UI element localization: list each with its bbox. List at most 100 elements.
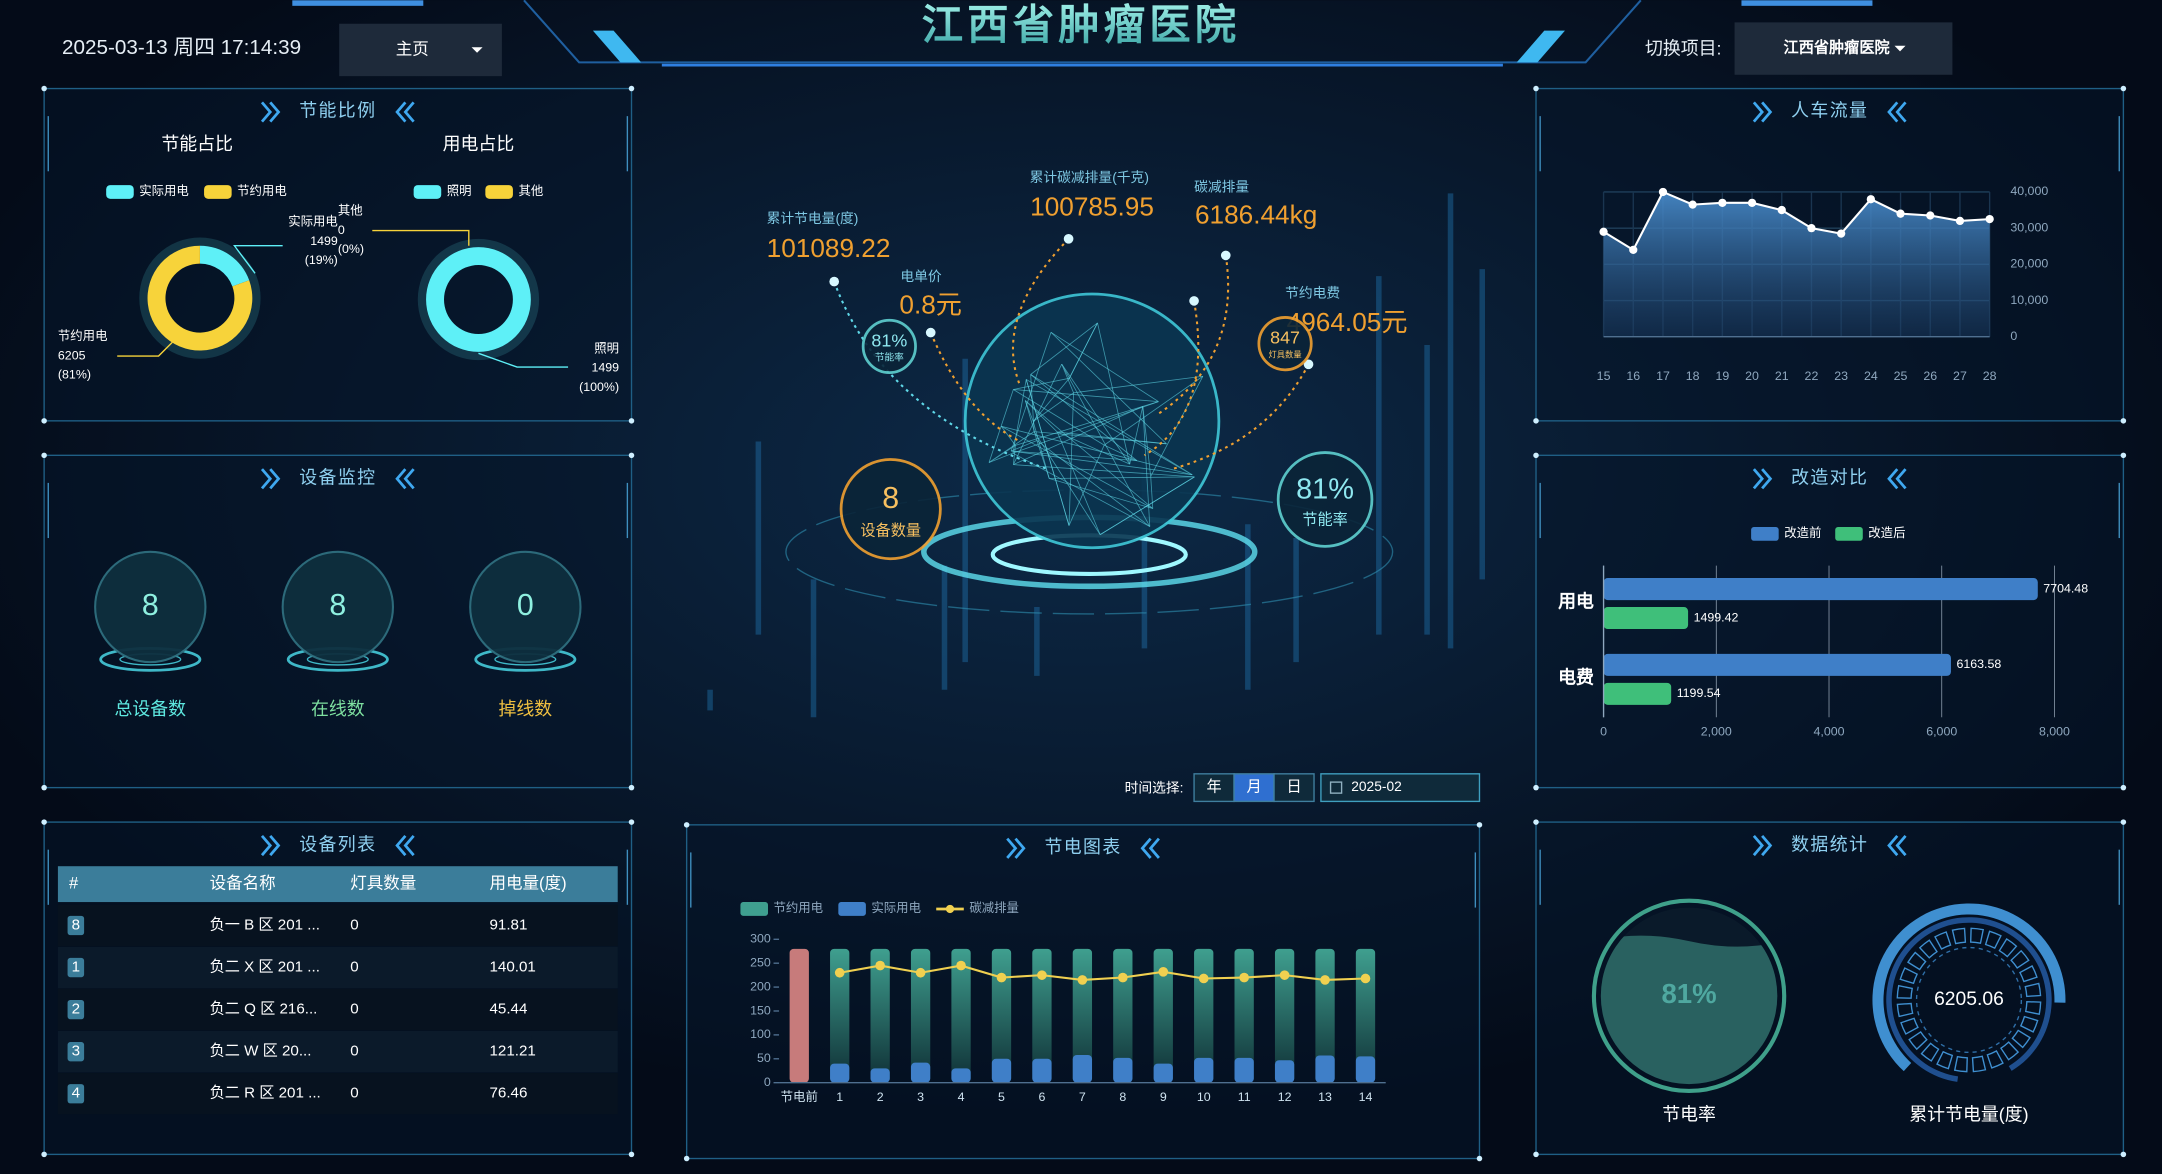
slice-name: 其他 [338,204,363,218]
time-unit-button[interactable] [1273,773,1315,803]
calendar-icon[interactable] [1329,781,1343,794]
table-cell: 0 [350,1001,358,1018]
slice-name: 实际用电 [288,214,338,229]
connector-dot [1063,234,1074,244]
panel [43,87,633,422]
x-tick-label: 9 [1160,1090,1167,1104]
x-tick-label: 8 [1119,1090,1126,1104]
pie-slice [426,247,531,352]
y-tick-label: 50 [757,1051,771,1065]
data-label: 1199.54 [1677,686,1721,700]
time-unit-button[interactable] [1233,773,1275,803]
stat-value: 101089.22 [767,233,891,263]
ring-tick [2019,1015,2039,1033]
globe-net [1032,421,1195,479]
column-header: # [69,874,79,893]
date-input[interactable] [1320,773,1481,803]
legend-swatch [413,185,442,199]
time-unit[interactable]: 年 [1206,779,1221,796]
bar [1603,606,1689,630]
dropdown-box[interactable] [1734,22,1953,75]
x-tick-label: 2 [877,1090,884,1104]
bar [1032,1058,1052,1083]
dropdown-value[interactable]: 江西省肿瘤医院 [1784,39,1890,57]
ring-tick [1920,1042,1940,1062]
legend-label: 节约用电 [237,183,287,198]
table-cell: 0 [350,959,358,976]
globe-net [1033,431,1195,536]
legend-label: 照明 [447,184,472,198]
index-badge [67,1084,85,1104]
dropdown-value[interactable]: 主页 [396,39,429,58]
legend-swatch [740,902,769,916]
table-row [57,904,618,947]
bar [1315,948,1335,1083]
time-unit[interactable]: 日 [1286,779,1301,796]
point [1777,205,1786,215]
menu-dropdown[interactable]: 主页 [339,23,502,77]
dropdown-arrow[interactable] [1894,45,1906,52]
point [1718,198,1727,207]
panel-corner [2120,418,2127,424]
pie-glow [139,237,261,359]
time-unit[interactable]: 月 [1246,779,1261,796]
panel-corner [2120,85,2127,92]
project-dropdown[interactable]: 江西省肿瘤医院 [1734,22,1953,75]
dropdown-arrow[interactable] [471,47,483,53]
ring-tick [2019,965,2038,983]
bar [1355,1056,1376,1083]
panel-corner [1533,819,1539,825]
x-tick-label: 4,000 [1814,725,1845,739]
bar [1355,948,1376,1083]
legend-label: 实际用电 [871,900,921,915]
x-tick-label: 27 [1953,369,1967,383]
column-header: 设备名称 [210,874,276,893]
table-cell: 91.81 [489,917,527,934]
bubble [469,550,582,664]
table-row [57,988,618,1031]
bar [1072,948,1093,1083]
line [839,964,1366,981]
badge-value: 81% [871,330,907,350]
badge-label: 灯具数量 [1269,350,1302,360]
x-tick-label: 22 [1805,369,1819,383]
bar [1194,1057,1214,1083]
globe-net [1050,332,1167,445]
badge-value: 847 [1270,328,1300,348]
y-tick-label: 40,000 [2010,184,2048,198]
table-row [57,1030,618,1073]
table-cell: 1 [72,959,80,976]
point [915,967,926,978]
bar [1315,1055,1335,1083]
ring-tick [1998,938,2018,958]
point [1239,972,1249,983]
column-header: 用电量(度) [489,874,566,893]
globe-net [1068,375,1204,526]
x-tick-label: 12 [1278,1090,1292,1104]
bar [1194,948,1214,1083]
bar [1603,653,1951,676]
point [996,972,1007,983]
legend-label: 实际用电 [139,183,189,198]
x-tick-label: 11 [1238,1090,1251,1104]
title-chevron [1006,837,1026,859]
panel-corner [1533,418,1539,424]
bar [951,1068,971,1083]
bar [991,948,1012,1083]
globe-net [988,452,1151,527]
x-tick-label: 0 [1600,725,1607,739]
point [1688,200,1697,209]
y-tick-label: 200 [750,979,771,993]
date-value[interactable]: 2025-02 [1351,779,1402,794]
title-chevron [1887,468,1907,490]
bar [1072,1054,1093,1083]
x-tick-label: 28 [1983,369,1997,383]
stat-value: 100785.95 [1030,191,1154,221]
badge [861,318,917,374]
time-unit-button[interactable] [1193,773,1235,803]
ring-tick [1896,1002,1914,1018]
globe-net [1010,331,1159,452]
badge-label: 设备数量 [860,522,921,539]
x-tick-label: 1 [836,1090,843,1104]
slice-percent: (81%) [58,368,91,382]
